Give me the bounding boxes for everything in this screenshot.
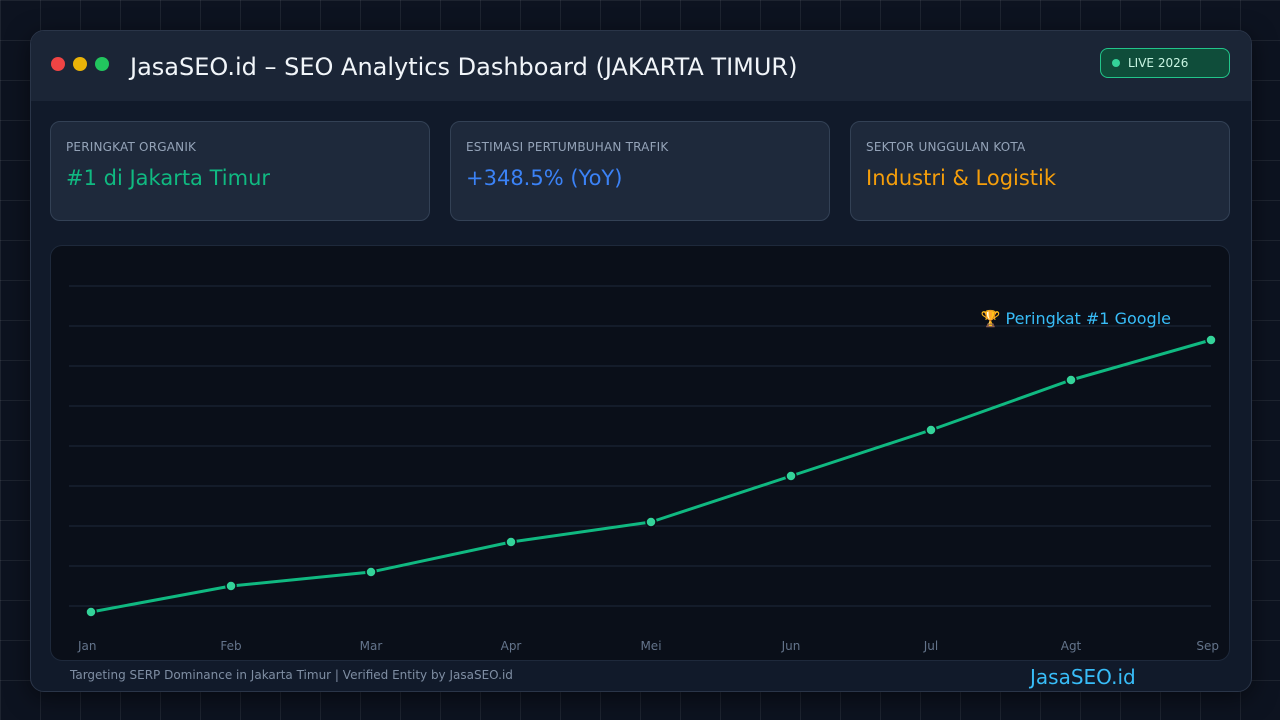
x-tick-label: Mar	[360, 639, 383, 653]
data-point-jun[interactable]	[785, 470, 797, 482]
live-badge: LIVE 2026	[1100, 48, 1230, 78]
data-point-agt[interactable]	[1065, 374, 1077, 386]
title-bar: JasaSEO.id – SEO Analytics Dashboard (JA…	[31, 31, 1251, 101]
live-indicator-icon	[1112, 59, 1120, 67]
data-point-apr[interactable]	[505, 536, 517, 548]
chart-panel: Jan Feb Mar Apr Mei Jun Jul Agt Sep 🏆 Peringkat #…	[50, 245, 1230, 661]
x-tick-label: Jun	[781, 639, 801, 653]
footer-text: Targeting SERP Dominance in Jakarta Timu…	[70, 668, 513, 682]
card-value: Industri & Logistik	[866, 166, 1057, 190]
x-tick-label: Jan	[77, 639, 97, 653]
data-point-jul[interactable]	[925, 424, 937, 436]
card-value: #1 di Jakarta Timur	[66, 166, 271, 190]
card-label: SEKTOR UNGGULAN KOTA	[866, 140, 1026, 154]
minimize-window-button[interactable]	[73, 57, 87, 71]
traffic-line-chart: Jan Feb Mar Apr Mei Jun Jul Agt Sep 🏆 Peringkat #…	[69, 285, 1219, 653]
organic-rank-card: PERINGKAT ORGANIK #1 di Jakarta Timur	[50, 121, 430, 221]
series-line	[89, 338, 1213, 614]
data-point-mei[interactable]	[645, 516, 657, 528]
x-tick-label: Jul	[923, 639, 938, 653]
x-tick-label: Apr	[501, 639, 522, 653]
card-value: +348.5% (YoY)	[466, 166, 623, 190]
card-label: PERINGKAT ORGANIK	[66, 140, 197, 154]
data-point-jan[interactable]	[85, 606, 97, 618]
data-point-sep[interactable]	[1205, 334, 1217, 346]
page-title: JasaSEO.id – SEO Analytics Dashboard (JA…	[130, 53, 798, 81]
peak-annotation: 🏆 Peringkat #1 Google	[981, 309, 1172, 328]
maximize-window-button[interactable]	[95, 57, 109, 71]
data-point-mar[interactable]	[365, 566, 377, 578]
traffic-growth-card: ESTIMASI PERTUMBUHAN TRAFIK +348.5% (YoY…	[450, 121, 830, 221]
close-window-button[interactable]	[51, 57, 65, 71]
x-tick-label: Mei	[640, 639, 661, 653]
top-sector-card: SEKTOR UNGGULAN KOTA Industri & Logistik	[850, 121, 1230, 221]
x-tick-label: Feb	[220, 639, 241, 653]
live-badge-label: LIVE 2026	[1128, 56, 1189, 70]
footer-brand[interactable]: JasaSEO.id	[1030, 665, 1136, 689]
data-point-feb[interactable]	[225, 580, 237, 592]
x-tick-label: Agt	[1061, 639, 1082, 653]
dashboard-window: JasaSEO.id – SEO Analytics Dashboard (JA…	[30, 30, 1252, 692]
card-label: ESTIMASI PERTUMBUHAN TRAFIK	[466, 140, 669, 154]
x-tick-label: Sep	[1196, 639, 1219, 653]
